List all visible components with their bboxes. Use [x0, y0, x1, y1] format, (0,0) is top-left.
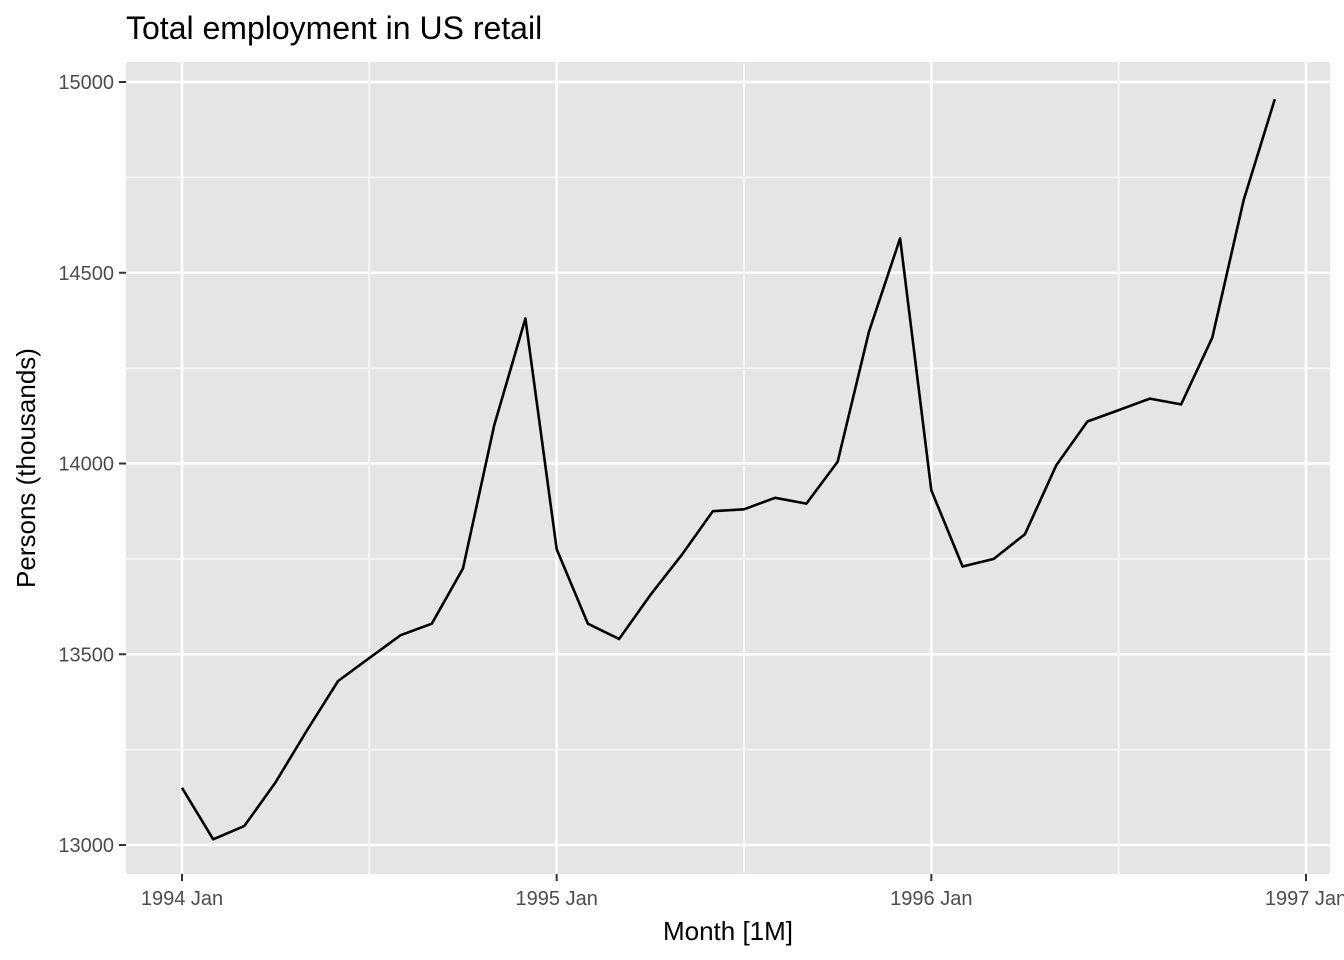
- chart-title: Total employment in US retail: [126, 10, 542, 46]
- y-axis: 13000 13500 14000 14500 15000: [58, 72, 126, 857]
- y-tick-label: 14500: [58, 263, 114, 285]
- y-tick-label: 13500: [58, 644, 114, 666]
- x-tick-label: 1994 Jan: [141, 888, 223, 910]
- series-line-employment: [180, 98, 1277, 841]
- x-axis: 1994 Jan 1995 Jan 1996 Jan 1997 Jan: [141, 874, 1344, 910]
- minor-gridlines: [126, 62, 1330, 874]
- y-axis-title: Persons (thousands): [11, 348, 41, 588]
- plot-panel: [126, 62, 1330, 874]
- x-tick-label: 1996 Jan: [890, 888, 972, 910]
- y-tick-label: 14000: [58, 454, 114, 476]
- x-tick-label: 1997 Jan: [1265, 888, 1344, 910]
- y-tick-label: 15000: [58, 72, 114, 94]
- x-tick-label: 1995 Jan: [516, 888, 598, 910]
- major-gridlines: [126, 62, 1330, 874]
- x-axis-title: Month [1M]: [663, 916, 793, 946]
- y-tick-label: 13000: [58, 835, 114, 857]
